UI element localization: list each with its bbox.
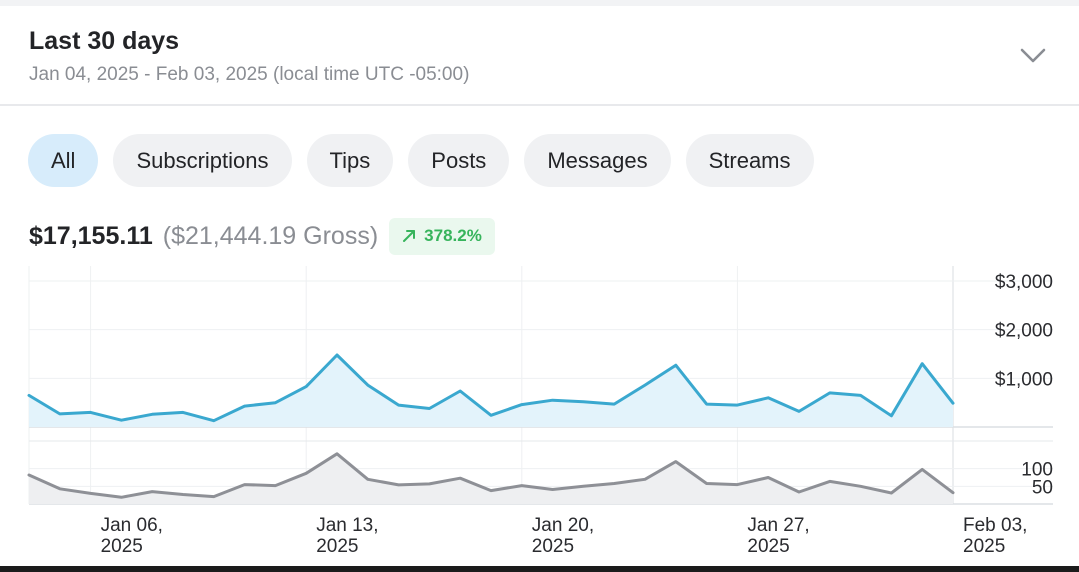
category-tabs: All Subscriptions Tips Posts Messages St…: [28, 134, 814, 187]
y-tick-label: $1,000: [995, 369, 1053, 390]
net-total: $17,155.11: [29, 221, 153, 250]
x-tick-label: 2025: [963, 536, 1005, 557]
x-tick-label: Jan 27,: [747, 515, 809, 536]
y-tick-label: $2,000: [995, 321, 1053, 342]
y-tick-label: 50: [1032, 477, 1053, 498]
top-strip: [0, 0, 1079, 6]
earnings-series-line: [27, 353, 955, 423]
count-series-area: [29, 453, 953, 504]
date-range-selector[interactable]: Last 30 days Jan 04, 2025 - Feb 03, 2025…: [0, 6, 1079, 106]
tab-tips[interactable]: Tips: [306, 134, 394, 187]
earnings-summary: $17,155.11 ($21,444.19 Gross) 378.2%: [29, 216, 495, 256]
x-tick-label: Jan 13,: [316, 515, 378, 536]
x-tick-label: 2025: [747, 536, 789, 557]
gross-total: ($21,444.19 Gross): [162, 221, 379, 250]
bottom-strip: [0, 566, 1079, 572]
x-tick-label: 2025: [532, 536, 574, 557]
change-badge: 378.2%: [389, 217, 495, 255]
period-title: Last 30 days: [29, 27, 180, 55]
x-tick-label: Feb 03,: [963, 515, 1027, 536]
earnings-series-area: [29, 355, 953, 427]
tab-all[interactable]: All: [28, 134, 99, 187]
arrow-up-right-icon: [403, 230, 416, 242]
y-tick-label: 100: [1021, 460, 1053, 481]
x-tick-label: Jan 06,: [101, 515, 163, 536]
change-percent: 378.2%: [424, 226, 482, 245]
tab-subscriptions[interactable]: Subscriptions: [113, 134, 292, 187]
x-tick-label: 2025: [316, 536, 358, 557]
tab-messages[interactable]: Messages: [524, 134, 671, 187]
tab-streams[interactable]: Streams: [685, 134, 814, 187]
y-tick-label: $3,000: [995, 272, 1053, 293]
count-series-line: [27, 452, 955, 499]
chevron-down-icon[interactable]: [1018, 44, 1048, 68]
x-tick-label: 2025: [101, 536, 143, 557]
tab-posts[interactable]: Posts: [408, 134, 510, 187]
date-range-text: Jan 04, 2025 - Feb 03, 2025 (local time …: [29, 64, 470, 85]
x-tick-label: Jan 20,: [532, 515, 594, 536]
